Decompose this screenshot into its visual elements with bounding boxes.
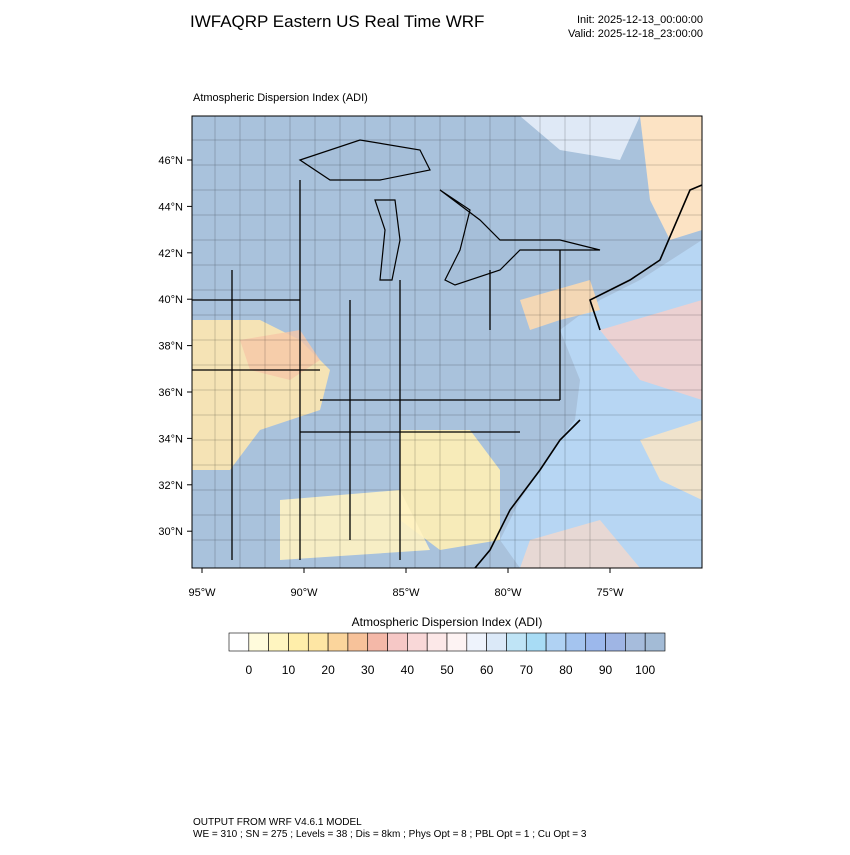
- colorbar-box: [525, 632, 547, 652]
- colorbar-label: 40: [401, 663, 415, 677]
- colorbar-box: [446, 632, 468, 652]
- colorbar-title: Atmospheric Dispersion Index (ADI): [352, 615, 543, 629]
- lat-label: 46°N: [158, 155, 183, 167]
- lat-label: 32°N: [158, 480, 183, 492]
- lon-label: 85°W: [392, 587, 420, 599]
- map: [191, 115, 703, 569]
- lat-label: 44°N: [158, 201, 183, 213]
- colorbar-box: [466, 632, 487, 652]
- lat-label: 40°N: [158, 294, 183, 306]
- colorbar-label: 100: [635, 663, 655, 677]
- colorbar-box: [486, 632, 507, 652]
- colorbar: 0 10 20 30 40 50 60 70 80 90 100: [228, 632, 666, 677]
- colorbar-box: [367, 632, 388, 652]
- colorbar-box: [288, 632, 309, 652]
- colorbar-label: 60: [480, 663, 494, 677]
- colorbar-box: [644, 632, 666, 652]
- lat-labels: 46°N 44°N 42°N 40°N 38°N 36°N 34°N 32°N 30°N: [158, 155, 192, 538]
- colorbar-box: [228, 632, 250, 652]
- colorbar-box: [625, 632, 646, 652]
- colorbar-box: [605, 632, 626, 652]
- colorbar-label: 80: [559, 663, 573, 677]
- colorbar-box: [585, 632, 606, 652]
- colorbar-label: 50: [440, 663, 454, 677]
- valid-time: Valid: 2025-12-18_23:00:00: [568, 28, 703, 40]
- colorbar-box: [565, 632, 587, 652]
- colorbar-box: [506, 632, 527, 652]
- colorbar-box: [545, 632, 567, 652]
- colorbar-box: [327, 632, 349, 652]
- colorbar-label: 0: [245, 663, 252, 677]
- lon-label: 95°W: [188, 587, 216, 599]
- lon-label: 90°W: [290, 587, 318, 599]
- colorbar-label: 20: [321, 663, 335, 677]
- colorbar-label: 30: [361, 663, 375, 677]
- lon-label: 75°W: [596, 587, 624, 599]
- title: IWFAQRP Eastern US Real Time WRF: [190, 12, 484, 31]
- colorbar-box: [347, 632, 369, 652]
- lat-label: 30°N: [158, 526, 183, 538]
- colorbar-label: 90: [599, 663, 613, 677]
- init-time: Init: 2025-12-13_00:00:00: [577, 14, 703, 26]
- colorbar-box: [407, 632, 428, 652]
- colorbar-label: 10: [282, 663, 296, 677]
- lon-label: 80°W: [494, 587, 522, 599]
- lat-label: 42°N: [158, 248, 183, 260]
- lon-labels: 95°W 90°W 85°W 80°W 75°W: [188, 568, 624, 599]
- colorbar-box: [307, 632, 329, 652]
- footer-line: OUTPUT FROM WRF V4.6.1 MODEL: [193, 817, 362, 828]
- colorbar-label: 70: [520, 663, 534, 677]
- colorbar-box: [426, 632, 448, 652]
- colorbar-box: [268, 632, 289, 652]
- map-subtitle: Atmospheric Dispersion Index (ADI): [193, 92, 368, 104]
- colorbar-box: [248, 632, 269, 652]
- lat-label: 36°N: [158, 387, 183, 399]
- colorbar-box: [387, 632, 408, 652]
- footer-line: WE = 310 ; SN = 275 ; Levels = 38 ; Dis …: [193, 829, 587, 840]
- lat-label: 38°N: [158, 341, 183, 353]
- lat-label: 34°N: [158, 433, 183, 445]
